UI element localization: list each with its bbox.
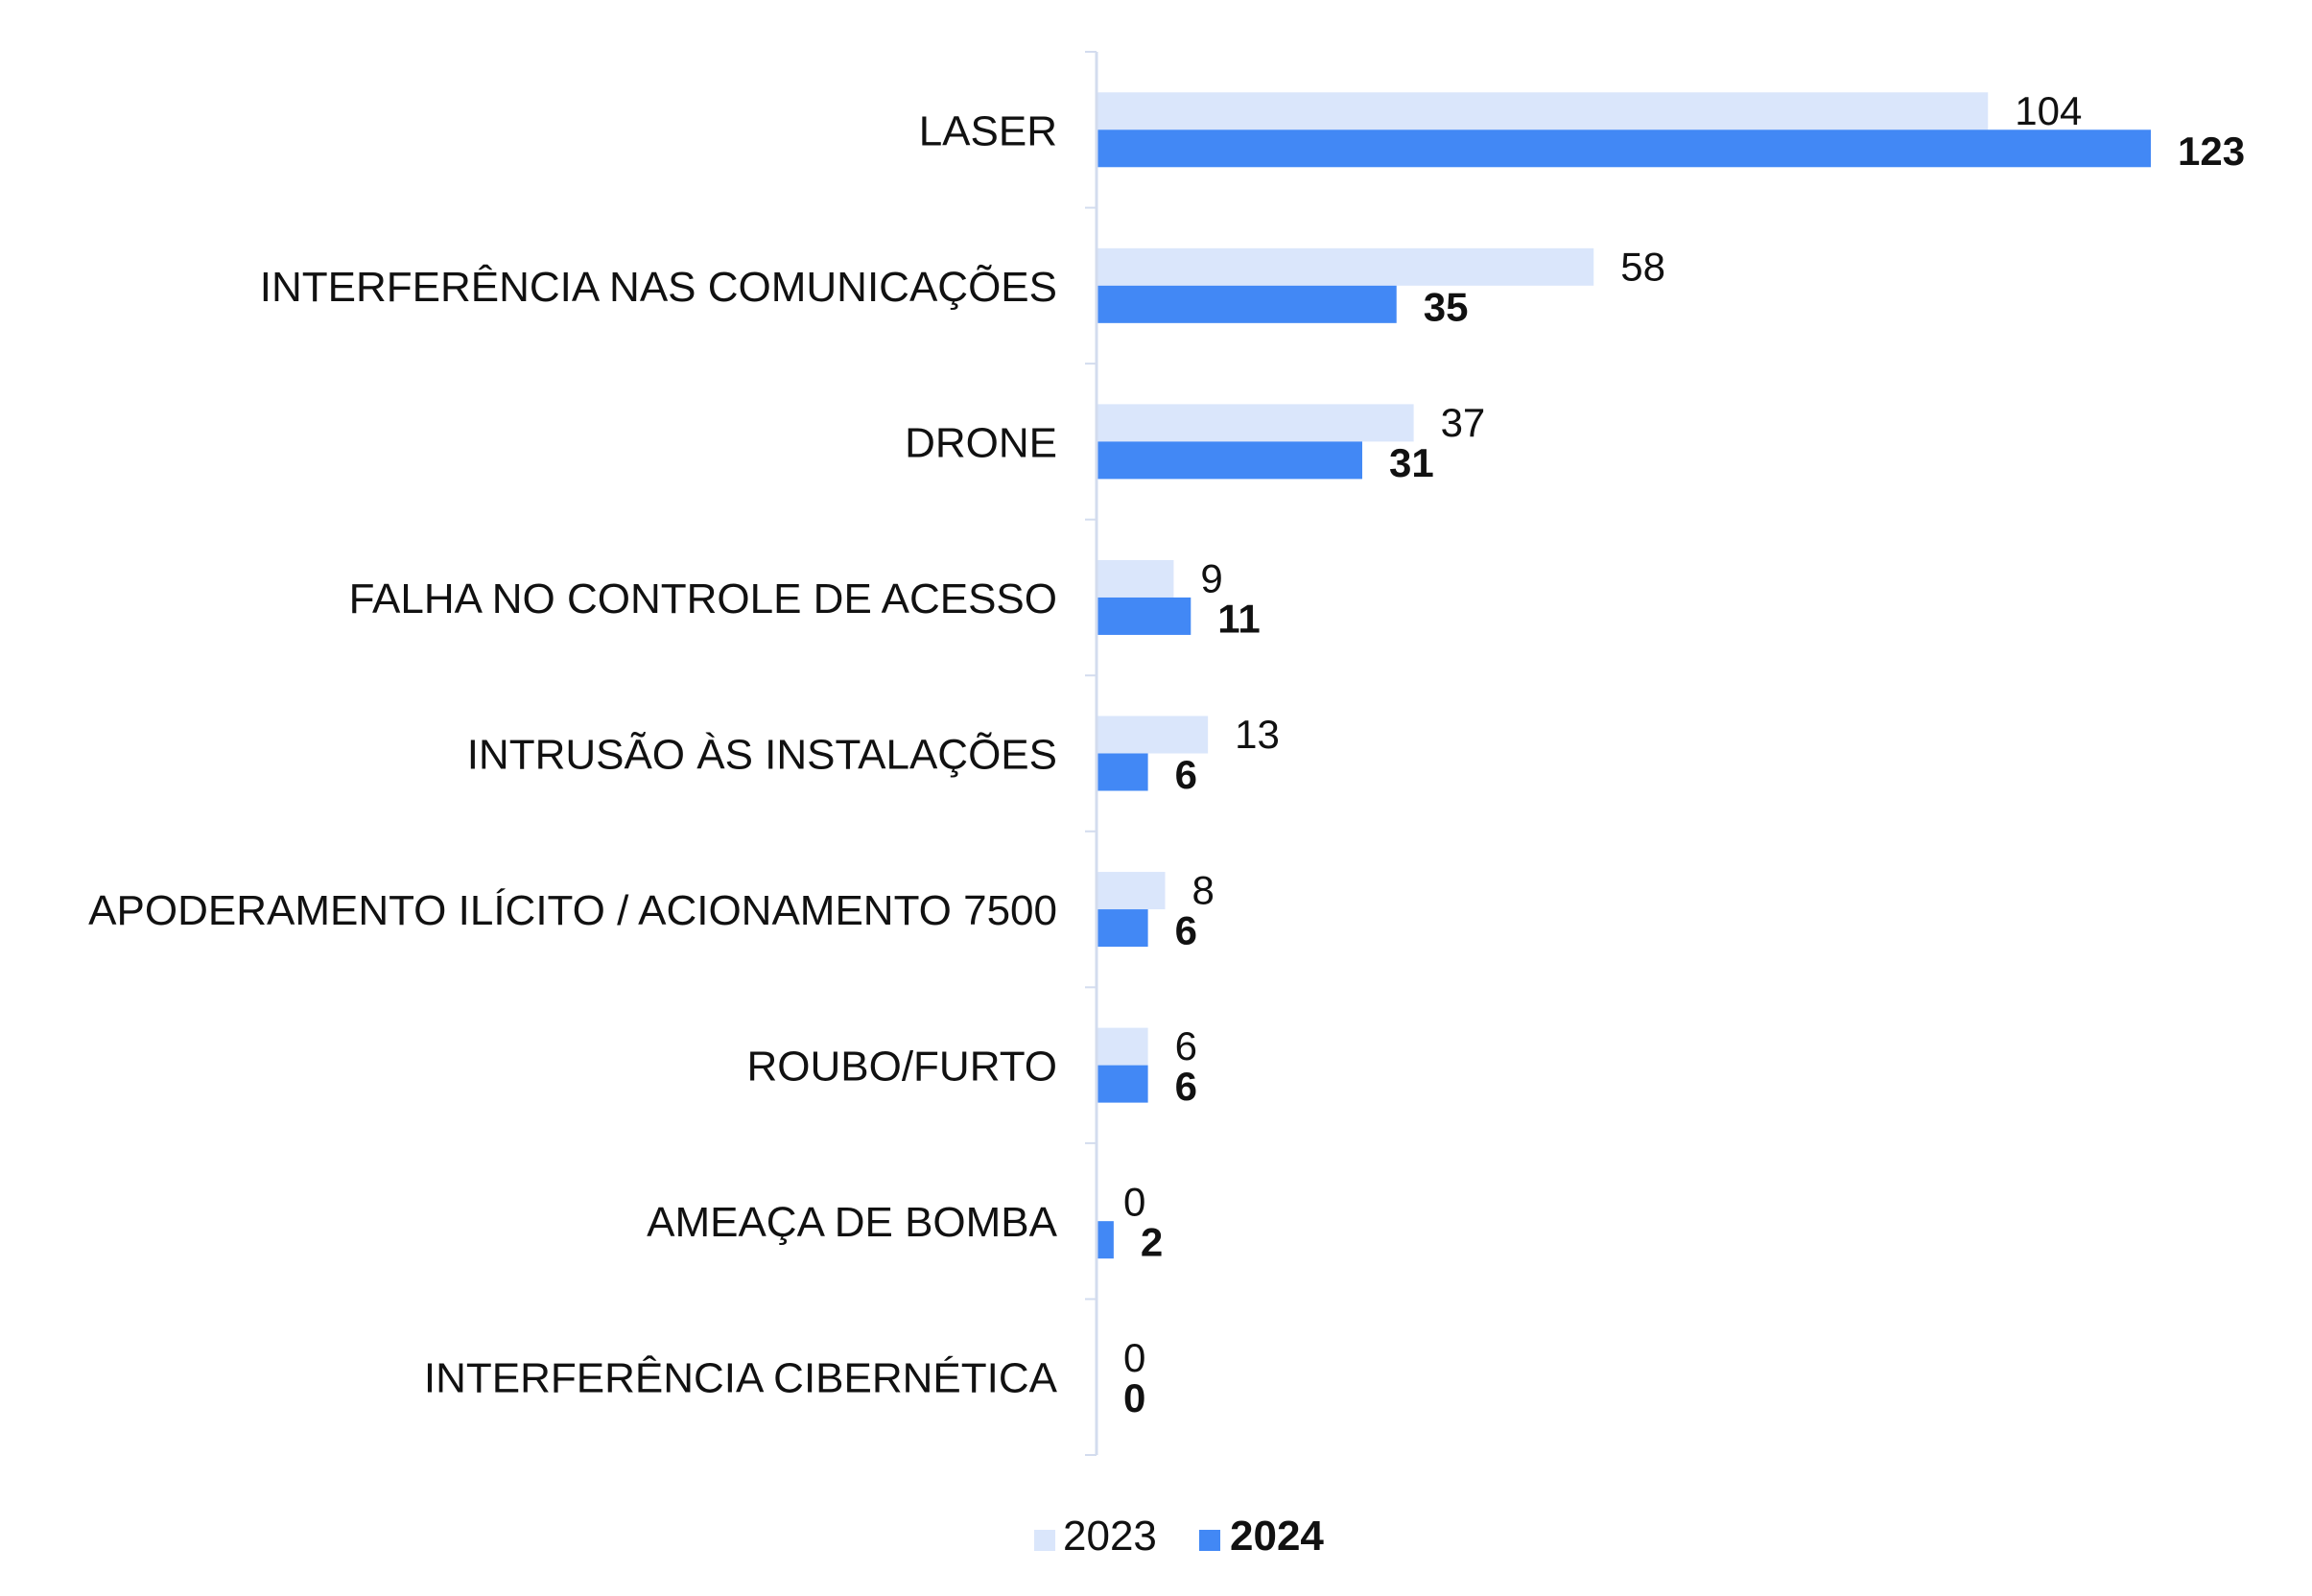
- data-label-2023: 8: [1191, 868, 1214, 913]
- legend-item-2024-swatch: [1199, 1530, 1220, 1551]
- data-label-2024: 2: [1141, 1220, 1163, 1265]
- data-label-2024: 11: [1217, 596, 1260, 641]
- bar-2023: [1097, 247, 1594, 286]
- data-label-2024: 0: [1123, 1375, 1145, 1420]
- bar-2023: [1097, 404, 1414, 442]
- data-label-2023: 0: [1123, 1335, 1145, 1380]
- data-label-2023: 6: [1175, 1023, 1197, 1068]
- bar-2023: [1097, 716, 1209, 754]
- bar-2024: [1097, 909, 1148, 948]
- legend-item-2023-swatch: [1034, 1530, 1055, 1551]
- labels-layer: 104 123 LASER 58 35 INTERFERÊNCIA NAS COMUNIC…: [88, 88, 2245, 1420]
- bar-2024: [1097, 1065, 1148, 1103]
- data-label-2023: 37: [1441, 400, 1486, 445]
- bar-2023: [1097, 1027, 1148, 1066]
- category-label: ROUBO/FURTO: [746, 1044, 1057, 1091]
- bar-2023: [1097, 92, 1989, 130]
- legend-item-2023-label: 2023: [1063, 1513, 1157, 1560]
- bar-2024: [1097, 441, 1362, 480]
- data-label-2023: 9: [1200, 555, 1222, 600]
- data-label-2024: 6: [1175, 1064, 1197, 1109]
- category-label: INTRUSÃO ÀS INSTALAÇÕES: [467, 731, 1057, 779]
- data-label-2023: 0: [1123, 1180, 1145, 1225]
- bar-2024: [1097, 1221, 1114, 1259]
- bar-2024: [1097, 597, 1191, 635]
- bar-2024: [1097, 285, 1397, 323]
- bar-2024: [1097, 753, 1148, 791]
- data-label-2024: 123: [2178, 129, 2245, 174]
- legend-item-2024-label: 2024: [1230, 1513, 1324, 1560]
- data-label-2023: 13: [1235, 712, 1280, 757]
- axis-layer: [1085, 51, 1098, 1456]
- data-label-2024: 31: [1389, 440, 1434, 485]
- category-label: APODERAMENTO ILÍCITO / ACIONAMENTO 7500: [88, 887, 1057, 934]
- category-label: DRONE: [905, 419, 1057, 466]
- data-label-2024: 35: [1424, 284, 1469, 329]
- bar-2023: [1097, 872, 1166, 910]
- category-label: FALHA NO CONTROLE DE ACESSO: [349, 575, 1057, 622]
- data-label-2024: 6: [1175, 908, 1197, 953]
- category-label: INTERFERÊNCIA CIBERNÉTICA: [424, 1355, 1058, 1402]
- legend: 2023 2024: [1034, 1513, 1324, 1560]
- data-label-2023: 104: [2015, 88, 2082, 133]
- bars-layer: [1097, 92, 2151, 1259]
- bar-2023: [1097, 559, 1174, 598]
- data-label-2024: 6: [1175, 752, 1197, 797]
- bar-2024: [1097, 129, 2151, 168]
- category-label: LASER: [919, 107, 1057, 154]
- data-label-2023: 58: [1620, 244, 1665, 289]
- category-label: INTERFERÊNCIA NAS COMUNICAÇÕES: [260, 263, 1057, 311]
- category-label: AMEAÇA DE BOMBA: [647, 1199, 1058, 1246]
